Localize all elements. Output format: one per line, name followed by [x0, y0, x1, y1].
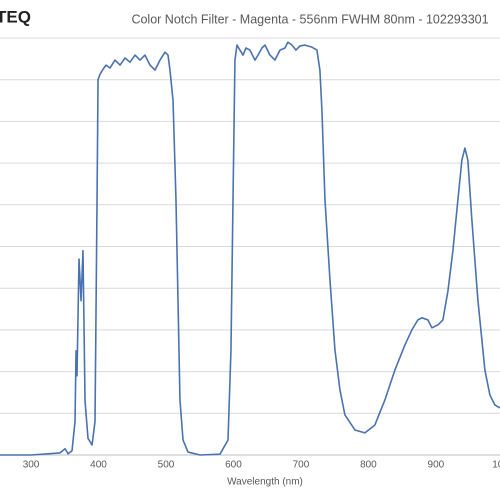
- x-tick-label: 1000: [492, 460, 500, 471]
- x-axis-label: Wavelength (nm): [227, 477, 303, 488]
- logo: TEQ: [0, 7, 31, 26]
- x-tick-label: 400: [90, 460, 107, 471]
- x-tick-label: 800: [360, 460, 377, 471]
- chart-title: Color Notch Filter - Magenta - 556nm FWH…: [131, 12, 488, 26]
- data-line: [0, 41, 500, 456]
- x-tick-label: 300: [23, 460, 40, 471]
- x-tick-label: 600: [225, 460, 242, 471]
- x-tick-label: 500: [158, 460, 175, 471]
- x-tick-label: 900: [428, 460, 445, 471]
- x-tick-label: 700: [293, 460, 310, 471]
